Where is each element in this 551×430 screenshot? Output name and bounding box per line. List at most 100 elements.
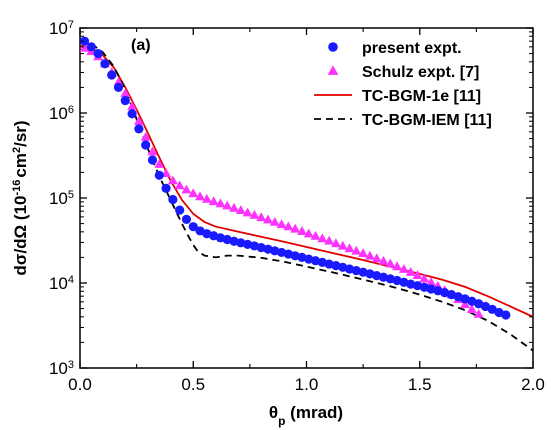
data-point [107,70,117,80]
data-point [269,216,280,226]
x-tick-label: 1.0 [295,375,319,394]
data-point [161,183,171,193]
legend-label: present expt. [362,40,462,57]
data-point [419,273,430,283]
data-point [127,109,137,119]
data-point [256,212,267,222]
legend-marker-swatch [328,42,338,52]
data-point [358,248,369,258]
panel-label: (a) [131,37,151,54]
data-point [113,82,124,93]
data-point [222,200,233,210]
data-point [154,158,165,168]
data-point [337,240,348,250]
data-point [86,42,96,52]
data-point [297,226,307,236]
data-point [201,193,212,203]
data-point [134,124,144,134]
tick-layer: 0.0 0.5 1.0 1.5 2.0 103 104 105 106 107 [49,19,545,394]
legend-item: TC-BGM-1e [11] [314,88,481,105]
data-point [181,214,192,225]
y-axis-label-mid: cm [11,153,30,178]
data-point [127,101,138,110]
data-point [398,264,409,273]
legend-marker-swatch [327,65,339,75]
x-axis-label-symbol: θ [269,403,278,422]
data-point [133,116,144,125]
data-point [188,188,199,198]
y-axis-label-exp2: 2 [11,147,23,153]
data-point [283,221,294,231]
data-point [174,180,185,190]
data-point [276,219,287,229]
data-point [303,228,314,238]
data-point [120,95,130,106]
x-axis-label: θp (mrad) [269,403,343,428]
x-axis-label-subscript: p [278,414,285,428]
data-point [100,59,110,69]
data-point [120,88,131,98]
data-point [263,214,273,224]
data-point [392,261,403,271]
data-point [188,222,198,232]
x-axis-label-unit: (mrad) [285,403,343,422]
data-point [378,255,389,265]
data-point [324,235,335,245]
legend-item: present expt. [328,40,462,57]
x-tick-label: 0.0 [68,375,92,394]
data-point [80,36,90,46]
y-tick-label: 105 [49,189,74,208]
data-point [208,196,219,206]
data-point [405,266,416,276]
legend: present expt. Schulz expt. [7] TC-BGM-1e [… [314,40,492,129]
data-point [141,140,151,150]
data-point [501,310,511,320]
data-point [310,230,321,240]
series-schulz-expt-7- [80,42,484,318]
legend-label: TC-BGM-1e [11] [362,88,481,105]
data-point [80,42,90,52]
data-point [317,233,328,243]
series-layer [80,36,533,352]
data-point [154,170,164,180]
legend-item: Schulz expt. [7] [327,64,479,81]
y-axis-label: dσ/dΩ (10-16 cm2/sr) [11,120,30,275]
x-tick-label: 0.5 [181,375,205,394]
legend-label: Schulz expt. [7] [362,64,479,81]
data-point [181,184,192,194]
y-tick-label: 106 [49,104,74,123]
data-point [371,253,382,263]
data-point [290,223,301,233]
data-point [249,209,260,219]
data-point [167,175,178,185]
data-point [229,202,239,212]
data-point [93,48,103,59]
data-point [331,238,341,248]
series-line [80,44,533,318]
y-axis-label-main: dσ/dΩ (10 [11,196,30,276]
data-point [175,205,185,215]
series-present-expt- [80,36,511,320]
y-tick-label: 103 [49,359,74,378]
data-point [147,155,158,165]
data-point [215,198,226,208]
data-point [235,205,246,215]
y-tick-label: 104 [49,274,74,293]
data-point [364,250,375,260]
data-point [473,308,484,318]
data-point [195,191,205,201]
data-point [385,258,396,268]
x-tick-label: 2.0 [521,375,545,394]
y-tick-label: 107 [49,19,74,38]
data-point [344,243,355,253]
x-tick-label: 1.5 [408,375,432,394]
y-axis-label-end: /sr) [11,120,30,146]
data-point [147,146,158,156]
data-point [460,299,470,309]
data-point [412,270,423,279]
data-point [168,194,178,205]
data-point [242,207,253,217]
series-tc-bgm-1e-11- [80,44,533,318]
legend-label: TC-BGM-IEM [11] [362,112,492,129]
